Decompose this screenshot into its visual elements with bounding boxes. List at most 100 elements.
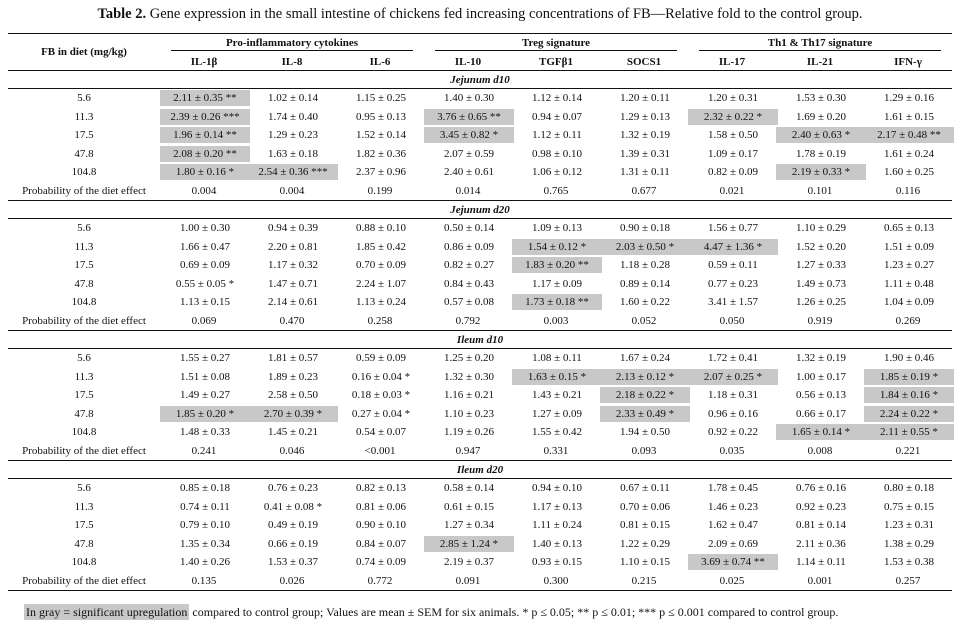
dose-label: 104.8 <box>71 296 97 309</box>
value-text: 1.31 ± 0.11 <box>620 166 670 179</box>
probability-value: 0.765 <box>512 181 600 201</box>
table-row: 104.8 1.13 ± 0.15 2.14 ± 0.61 1.13 ± 0.24 0.… <box>8 293 952 312</box>
value-cell: 1.29 ± 0.13 <box>600 108 688 127</box>
value-text: 0.95 ± 0.13 <box>355 110 407 123</box>
value-text: 0.92 ± 0.23 <box>795 500 847 513</box>
value-cell: 1.25 ± 0.20 <box>424 349 512 368</box>
group-label: Treg signature <box>434 37 678 51</box>
value-cell: 1.13 ± 0.24 <box>336 293 424 312</box>
value-cell: 0.94 ± 0.07 <box>512 108 600 127</box>
value-text: 1.60 ± 0.22 <box>619 296 671 309</box>
value-cell: 1.69 ± 0.20 <box>776 108 864 127</box>
probability-value: 0.677 <box>600 181 688 201</box>
value-text: 1.62 ± 0.47 <box>707 519 759 532</box>
gene-header: SOCS1 <box>600 54 688 71</box>
value-cell: 0.54 ± 0.07 <box>336 423 424 442</box>
value-cell: 1.54 ± 0.12 * <box>512 238 602 257</box>
value-cell: 1.96 ± 0.14 ** <box>160 126 250 145</box>
value-cell: 2.11 ± 0.36 <box>776 535 864 554</box>
value-text-highlighted: 2.70 ± 0.39 * <box>248 405 338 422</box>
gene-header: IL-8 <box>248 54 336 71</box>
value-cell: 1.49 ± 0.73 <box>776 275 864 294</box>
value-text: 1.11 ± 0.24 <box>532 519 582 532</box>
value-cell: 2.33 ± 0.49 * <box>600 405 690 424</box>
probability-label: Probability of the diet effect <box>8 441 160 461</box>
dose-label: 47.8 <box>74 537 94 550</box>
value-cell: 1.80 ± 0.16 * <box>160 163 250 182</box>
value-text-highlighted: 1.73 ± 0.18 ** <box>512 294 602 311</box>
footnote: In gray = significant upregulation compa… <box>24 604 838 620</box>
probability-value: 0.001 <box>776 571 864 591</box>
value-cell: 1.11 ± 0.24 <box>512 516 600 535</box>
value-text: 0.49 ± 0.19 <box>267 519 319 532</box>
value-text: 0.70 ± 0.09 <box>355 259 407 272</box>
value-cell: 0.79 ± 0.10 <box>160 516 248 535</box>
dose-label: 5.6 <box>77 482 91 495</box>
dose-label: 104.8 <box>71 166 97 179</box>
value-text: 1.63 ± 0.18 <box>267 147 319 160</box>
value-cell: 1.49 ± 0.27 <box>160 386 248 405</box>
value-cell: 1.85 ± 0.20 * <box>160 405 250 424</box>
section-title: Ileum d20 <box>8 460 952 479</box>
value-cell: 1.02 ± 0.14 <box>248 89 336 108</box>
probability-value: <0.001 <box>336 441 424 461</box>
value-cell: 0.82 ± 0.27 <box>424 256 512 275</box>
value-text: 0.50 ± 0.14 <box>443 222 495 235</box>
dose-label: 5.6 <box>77 352 91 365</box>
value-text: 1.82 ± 0.36 <box>355 147 407 160</box>
value-text: 0.76 ± 0.23 <box>267 482 319 495</box>
value-text: 1.13 ± 0.15 <box>179 296 231 309</box>
dose-label: 5.6 <box>77 92 91 105</box>
value-cell: 1.89 ± 0.23 <box>248 368 336 387</box>
value-cell: 0.61 ± 0.15 <box>424 498 512 517</box>
value-cell: 1.90 ± 0.46 <box>864 349 952 368</box>
value-cell: 1.08 ± 0.11 <box>512 349 600 368</box>
value-text-highlighted: 1.84 ± 0.16 * <box>864 387 954 404</box>
value-text: 0.92 ± 0.22 <box>707 426 759 439</box>
group-header-pro-inflammatory: Pro-inflammatory cytokines <box>160 33 424 54</box>
value-cell: 1.15 ± 0.25 <box>336 89 424 108</box>
value-cell: 1.12 ± 0.11 <box>512 126 600 145</box>
value-text: 1.04 ± 0.09 <box>883 296 935 309</box>
value-cell: 1.17 ± 0.09 <box>512 275 600 294</box>
value-text: 1.20 ± 0.31 <box>707 92 759 105</box>
probability-value: 0.026 <box>248 571 336 591</box>
value-text: 0.59 ± 0.09 <box>355 352 407 365</box>
value-text: 1.47 ± 0.71 <box>267 277 319 290</box>
probability-value: 0.035 <box>688 441 776 461</box>
probability-value: 0.004 <box>160 181 248 201</box>
value-text: 1.00 ± 0.17 <box>795 370 847 383</box>
value-text: 1.40 ± 0.26 <box>179 556 231 569</box>
probability-value: 0.091 <box>424 571 512 591</box>
value-cell: 0.94 ± 0.39 <box>248 219 336 238</box>
probability-value: 0.101 <box>776 181 864 201</box>
dose-label: 11.3 <box>74 110 94 123</box>
value-cell: 1.85 ± 0.42 <box>336 238 424 257</box>
section-header-row: Jejunum d10 <box>8 70 952 89</box>
probability-value: 0.241 <box>160 441 248 461</box>
table-row: 11.3 0.74 ± 0.11 0.41 ± 0.08 * 0.81 ± 0.06 0… <box>8 498 952 517</box>
value-cell: 1.38 ± 0.29 <box>864 535 952 554</box>
value-text-highlighted: 2.11 ± 0.35 ** <box>160 90 250 107</box>
value-cell: 1.27 ± 0.33 <box>776 256 864 275</box>
value-cell: 1.27 ± 0.34 <box>424 516 512 535</box>
value-cell: 1.20 ± 0.11 <box>600 89 688 108</box>
caption-text: Gene expression in the small intestine o… <box>146 6 863 22</box>
value-cell: 0.59 ± 0.11 <box>688 256 776 275</box>
table-row: 5.6 0.85 ± 0.18 0.76 ± 0.23 0.82 ± 0.13 0.58… <box>8 479 952 498</box>
value-cell: 0.49 ± 0.19 <box>248 516 336 535</box>
value-cell: 1.81 ± 0.57 <box>248 349 336 368</box>
value-text: 0.65 ± 0.13 <box>883 222 935 235</box>
value-cell: 1.58 ± 0.50 <box>688 126 776 145</box>
value-text: 1.17 ± 0.09 <box>531 277 583 290</box>
value-cell: 0.66 ± 0.19 <box>248 535 336 554</box>
value-cell: 1.12 ± 0.14 <box>512 89 600 108</box>
value-text: 0.54 ± 0.07 <box>355 426 407 439</box>
value-cell: 1.45 ± 0.21 <box>248 423 336 442</box>
value-cell: 1.52 ± 0.14 <box>336 126 424 145</box>
value-text: 1.53 ± 0.38 <box>883 556 935 569</box>
value-cell: 0.94 ± 0.10 <box>512 479 600 498</box>
value-text: 1.45 ± 0.21 <box>267 426 319 439</box>
value-text: 1.78 ± 0.19 <box>795 147 847 160</box>
value-text: 1.11 ± 0.48 <box>884 277 934 290</box>
